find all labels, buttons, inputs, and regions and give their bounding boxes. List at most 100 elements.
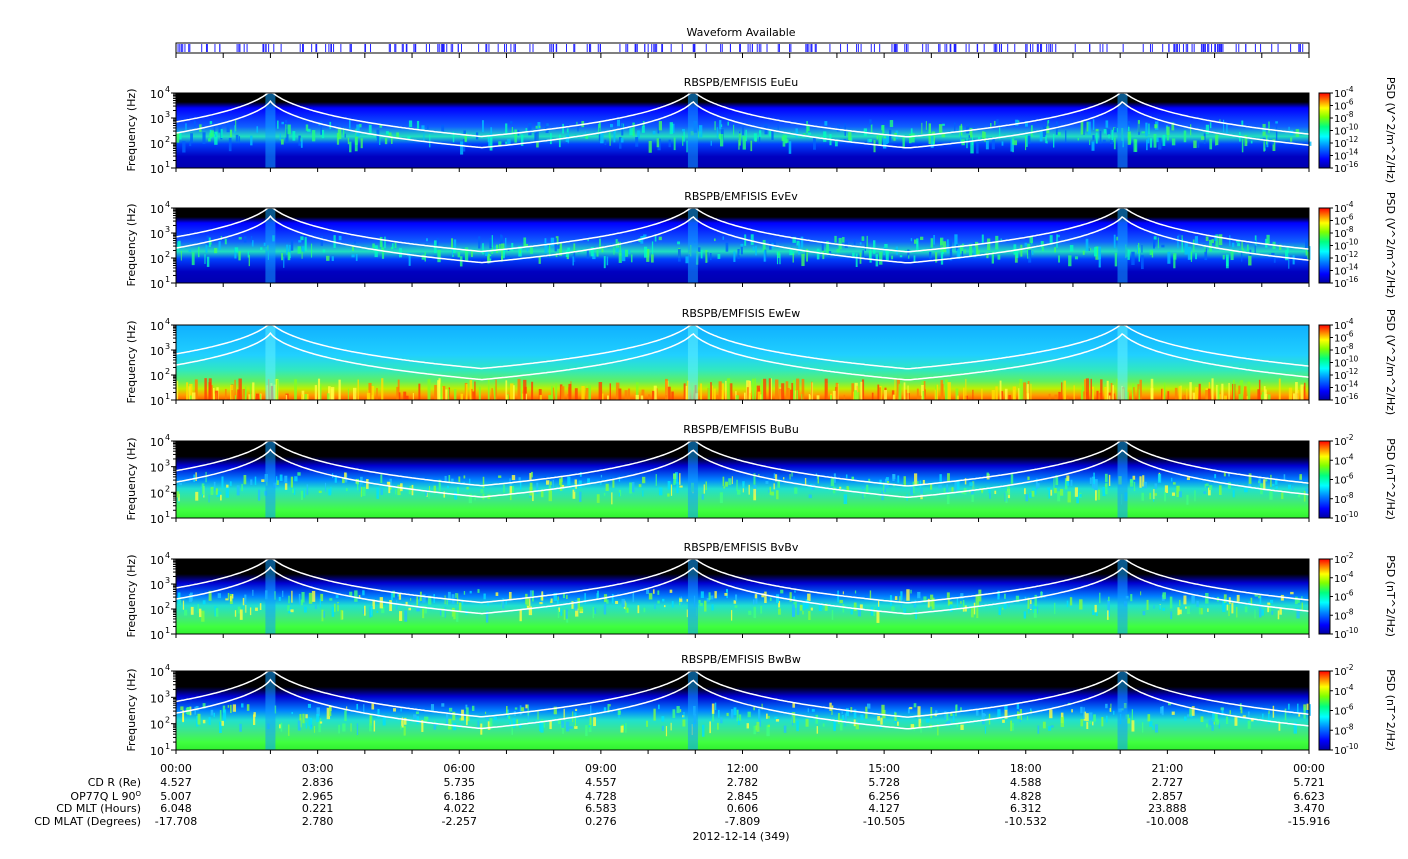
texture-streak <box>853 239 856 246</box>
texture-streak <box>1042 125 1047 138</box>
texture-streak <box>909 706 913 710</box>
texture-streak <box>1023 382 1027 400</box>
texture-streak <box>195 472 197 482</box>
panel-bwBw: RBSPB/EMFISIS BwBw Frequency (Hz) PSD (n… <box>125 653 1397 758</box>
texture-streak <box>509 478 511 484</box>
colorbar <box>1318 207 1331 284</box>
texture-streak <box>861 486 865 490</box>
y-tick-label: 10 <box>150 579 164 592</box>
texture-streak <box>557 609 560 618</box>
texture-streak <box>1156 137 1159 143</box>
texture-streak <box>489 137 493 151</box>
texture-streak <box>665 395 668 400</box>
texture-streak <box>1263 139 1265 152</box>
texture-streak <box>297 246 302 254</box>
texture-streak <box>677 249 681 262</box>
y-tick-label: 10 <box>150 436 164 449</box>
texture-streak <box>1023 611 1027 619</box>
texture-streak <box>1210 717 1213 726</box>
texture-streak <box>495 379 497 400</box>
texture-streak <box>552 480 554 489</box>
texture-streak <box>356 482 359 491</box>
texture-streak <box>1027 476 1030 481</box>
texture-streak <box>816 395 820 400</box>
texture-streak <box>376 387 378 400</box>
texture-streak <box>623 724 626 729</box>
texture-streak <box>1267 602 1271 605</box>
texture-streak <box>1116 127 1118 133</box>
texture-streak <box>836 124 840 132</box>
texture-streak <box>775 379 779 400</box>
texture-streak <box>755 245 757 256</box>
texture-streak <box>1211 721 1214 731</box>
texture-streak <box>620 137 624 143</box>
texture-streak <box>561 484 565 488</box>
panel-bvBv: RBSPB/EMFISIS BvBv Frequency (Hz) PSD (n… <box>125 541 1397 642</box>
texture-streak <box>1079 599 1083 610</box>
texture-streak <box>717 253 721 259</box>
texture-streak <box>221 476 224 489</box>
texture-streak <box>560 609 563 616</box>
texture-streak <box>881 704 885 715</box>
texture-streak <box>279 133 281 141</box>
texture-streak <box>214 606 217 617</box>
y-tick-exponent: 3 <box>165 459 170 468</box>
texture-streak <box>668 139 671 148</box>
texture-streak <box>935 385 937 400</box>
texture-streak <box>672 709 676 719</box>
texture-streak <box>574 600 578 611</box>
texture-streak <box>456 610 459 622</box>
texture-streak <box>844 241 848 248</box>
texture-streak <box>493 716 497 720</box>
texture-streak <box>353 240 356 244</box>
texture-streak <box>832 390 837 400</box>
texture-streak <box>1243 386 1247 400</box>
texture-streak <box>894 132 898 136</box>
y-tick-exponent: 3 <box>165 110 170 119</box>
perigee-band <box>265 441 276 518</box>
texture-streak <box>1184 716 1187 721</box>
texture-streak <box>969 243 973 257</box>
colorbar-tick-exponent: -4 <box>1346 200 1354 209</box>
texture-streak <box>747 711 751 718</box>
texture-streak <box>452 131 455 143</box>
colorbar-tick-label: 10 <box>1334 555 1347 566</box>
texture-streak <box>1189 382 1192 400</box>
texture-streak <box>1306 703 1310 710</box>
texture-streak <box>427 379 431 400</box>
texture-streak <box>1221 707 1224 716</box>
texture-streak <box>817 475 819 484</box>
y-tick-label: 10 <box>150 138 164 151</box>
perigee-band <box>1117 208 1128 283</box>
texture-streak <box>234 395 237 400</box>
texture-streak <box>1031 490 1035 497</box>
texture-streak <box>399 611 403 621</box>
texture-streak <box>1098 253 1101 268</box>
texture-streak <box>949 239 952 253</box>
colorbar-tick-exponent: -4 <box>1346 683 1354 692</box>
texture-streak <box>549 243 551 257</box>
texture-streak <box>994 120 996 126</box>
texture-streak <box>370 715 373 721</box>
texture-streak <box>701 494 704 500</box>
texture-streak <box>943 488 946 493</box>
texture-streak <box>202 494 204 497</box>
texture-streak <box>949 604 953 612</box>
colorbar-tick-label: 10 <box>1334 152 1347 163</box>
texture-streak <box>482 243 484 255</box>
texture-streak <box>1010 138 1014 152</box>
texture-streak <box>1275 122 1278 131</box>
texture-streak <box>793 596 796 601</box>
texture-streak <box>562 123 564 134</box>
texture-streak <box>1288 703 1290 710</box>
texture-streak <box>310 724 313 728</box>
texture-streak <box>1186 388 1188 400</box>
texture-streak <box>184 609 188 616</box>
texture-streak <box>297 720 301 731</box>
texture-streak <box>330 388 334 400</box>
texture-streak <box>326 255 330 261</box>
texture-streak <box>1007 485 1010 496</box>
colorbar-tick-label: 10 <box>1334 164 1347 175</box>
texture-streak <box>841 715 844 722</box>
texture-streak <box>176 491 180 498</box>
